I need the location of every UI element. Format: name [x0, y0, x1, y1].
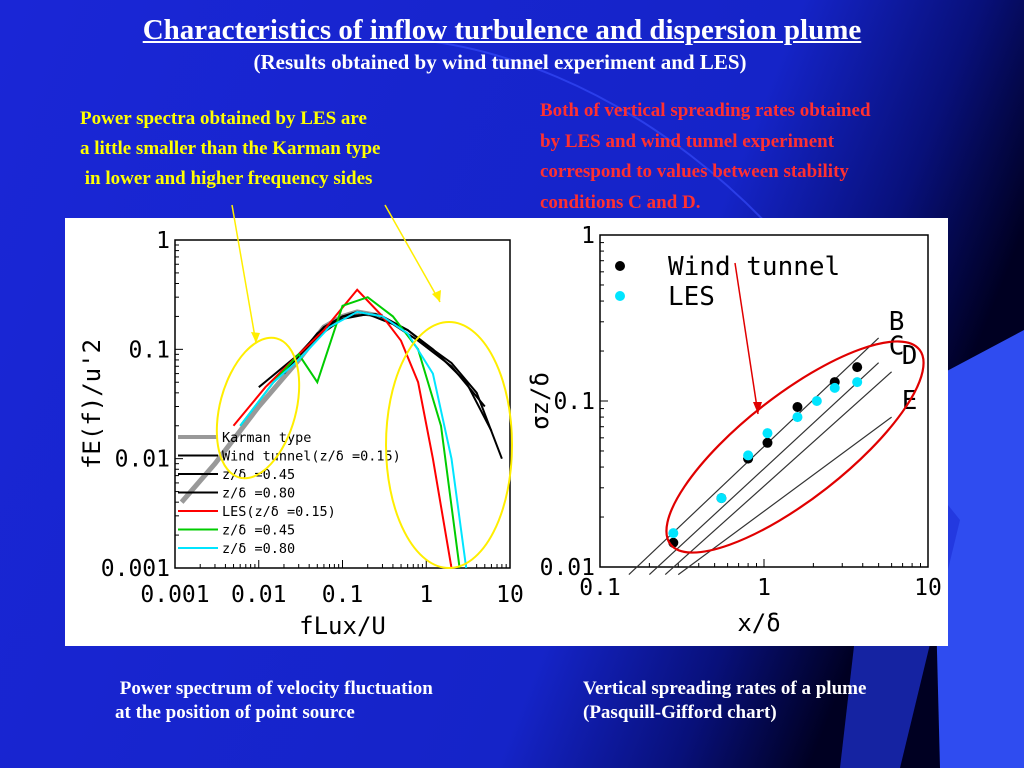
note-left-line: Power spectra obtained by LES are — [80, 108, 367, 129]
caption-right: Vertical spreading rates of a plume (Pas… — [583, 677, 866, 725]
caption-left-line: at the position of point source — [115, 702, 355, 723]
note-right-line: correspond to values between stability — [540, 161, 849, 182]
note-left-line: a little smaller than the Karman type — [80, 138, 381, 159]
note-right: Both of vertical spreading rates obtaine… — [540, 96, 871, 218]
note-right-line: by LES and wind tunnel experiment — [540, 130, 835, 152]
note-right-line: Both of vertical spreading rates obtaine… — [540, 100, 871, 121]
caption-right-line: (Pasquill-Gifford chart) — [583, 702, 777, 723]
caption-right-line: Vertical spreading rates of a plume — [583, 678, 867, 699]
note-left: Power spectra obtained by LES are a litt… — [80, 104, 380, 194]
note-right-line: conditions C and D. — [540, 191, 701, 213]
caption-left-line: Power spectrum of velocity fluctuation — [115, 678, 433, 699]
slide-subtitle: (Results obtained by wind tunnel experim… — [253, 50, 747, 74]
slide-title: Characteristics of inflow turbulence and… — [142, 14, 862, 46]
caption-left: Power spectrum of velocity fluctuation a… — [115, 677, 433, 725]
note-left-line: in lower and higher frequency sides — [80, 168, 373, 189]
